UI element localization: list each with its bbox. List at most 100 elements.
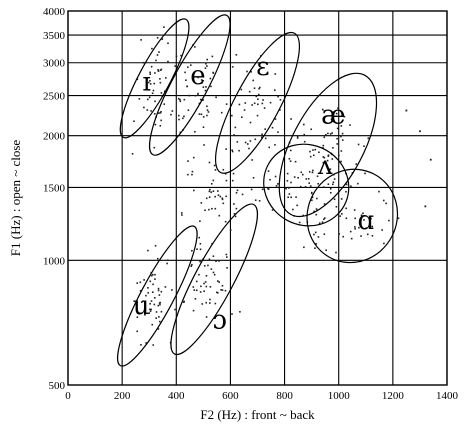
data-point [321,221,324,223]
data-point [238,103,241,106]
data-point [267,187,269,190]
data-point [212,271,215,274]
data-point [149,71,151,74]
data-point [187,173,189,176]
data-point [286,180,289,182]
data-point [378,190,380,193]
data-point [331,183,334,186]
data-point [160,310,163,313]
data-point [332,147,334,149]
data-point [309,155,312,158]
data-point [229,229,232,231]
vowel-region-ellipse [148,14,231,156]
data-point [199,248,202,251]
data-point [205,197,208,200]
data-point [136,316,139,319]
data-point [303,123,305,126]
data-point [218,214,221,217]
data-point [149,302,151,305]
data-point [155,59,157,62]
data-point [247,143,249,145]
data-point [332,181,335,184]
data-point [156,257,159,260]
data-point [225,103,228,105]
data-point [381,229,383,231]
data-point [196,248,198,250]
data-point [234,126,237,129]
data-point [253,87,256,90]
data-point [225,179,228,182]
data-point [269,101,272,104]
data-point [171,110,174,112]
data-point [251,104,254,106]
data-point [187,160,189,162]
data-point [212,72,215,74]
data-point [314,148,317,151]
data-point [267,170,270,172]
data-point [256,114,259,117]
data-point [290,196,292,199]
data-point [153,303,156,306]
data-point [222,168,225,171]
data-point [165,77,167,79]
vowel-region-ellipse [214,31,301,174]
data-point [224,220,227,223]
data-point [322,144,325,147]
data-point [192,286,195,288]
data-point [262,99,264,101]
data-point [271,209,274,211]
data-point [261,133,263,136]
data-point [370,217,372,220]
data-point [316,197,318,200]
data-point [339,215,342,217]
data-point [145,294,147,297]
data-point [146,109,149,111]
data-point [194,130,196,133]
data-point [208,258,211,261]
data-point [204,209,206,212]
data-point [159,78,161,80]
data-point [215,96,217,99]
data-point [314,247,316,250]
data-point [309,150,311,153]
y-tick-label: 3500 [43,30,66,42]
data-point [322,161,325,164]
data-point [267,188,270,190]
data-point [209,286,212,288]
data-point [143,279,145,281]
data-point [397,217,400,220]
data-point [150,308,152,311]
data-point [232,172,235,175]
data-point [313,233,315,236]
data-point [205,316,208,318]
data-point [186,85,189,88]
data-point [151,273,154,276]
data-point [322,156,325,158]
data-point [261,188,264,191]
data-point [170,113,172,116]
data-point [327,183,330,185]
data-point [150,300,153,302]
data-point [151,92,154,95]
data-point [194,46,196,48]
data-point [323,203,326,205]
data-point [225,148,227,150]
data-point [331,132,333,134]
data-point [345,190,347,193]
data-point [321,108,324,111]
data-point [233,134,235,136]
data-point [203,282,205,285]
data-point [200,113,203,116]
data-point [203,265,206,267]
data-point [202,116,205,118]
data-point [357,182,359,185]
data-point [325,249,327,252]
data-point [193,189,195,192]
data-point [309,185,312,187]
data-point [212,255,215,257]
data-point [419,130,421,133]
vowel-label: ɑ [357,206,374,236]
data-point [166,262,168,265]
data-point [218,281,221,283]
x-tick-label: 800 [276,390,293,402]
